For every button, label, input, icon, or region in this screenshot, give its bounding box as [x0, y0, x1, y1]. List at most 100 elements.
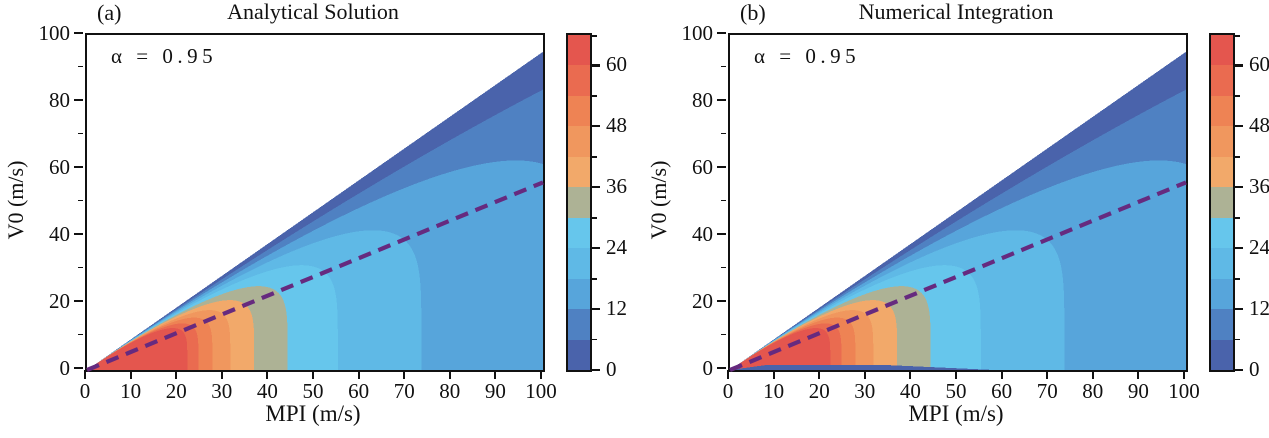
colorbar-tick — [1235, 64, 1243, 67]
colorbar-minor-tick — [1235, 277, 1240, 280]
y-tick — [717, 165, 726, 169]
x-tick-label: 0 — [722, 379, 734, 403]
colorbar-band-24-30 — [1211, 217, 1233, 249]
y-tick — [717, 98, 726, 102]
colorbar-tick-label: 0 — [606, 357, 617, 381]
y-minor-tick — [721, 333, 726, 336]
colorbar-tick-label: 48 — [606, 113, 627, 138]
y-tick-label: 80 — [692, 88, 713, 112]
colorbar-minor-tick — [592, 155, 597, 158]
x-tick-label: 60 — [991, 379, 1013, 403]
colorbar-tick — [1235, 186, 1243, 189]
colorbar-band-30-36 — [1211, 187, 1233, 218]
colorbar: 0 12 24 36 48 60 — [1209, 33, 1269, 381]
colorbar-band-12-18 — [1211, 278, 1233, 310]
contour-canvas — [730, 35, 1186, 370]
contour-canvas — [87, 35, 543, 370]
x-tick-label: 20 — [808, 379, 830, 403]
colorbar-minor-tick — [1235, 95, 1240, 97]
dashed-line-overlay — [729, 180, 1187, 372]
dashed-threshold-line — [729, 180, 1187, 372]
colorbar-band-42-48 — [568, 126, 590, 157]
panel-title-analytical: Analytical Solution — [227, 0, 399, 24]
y-minor-tick — [721, 266, 726, 269]
colorbar-tick-label: 48 — [1249, 113, 1269, 138]
colorbar-band-36-42 — [1211, 156, 1233, 188]
colorbar-band-48-54 — [568, 95, 590, 127]
x-tick-label: 10 — [763, 379, 785, 403]
colorbar-tick — [592, 186, 600, 189]
alpha-annotation: α = 0.95 — [111, 44, 218, 68]
colorbar-tick — [1235, 368, 1243, 372]
colorbar-band-12-18 — [568, 278, 590, 310]
colorbar-band-24-30 — [568, 217, 590, 249]
y-tick-label: 20 — [692, 289, 713, 313]
colorbar-minor-tick — [1235, 338, 1240, 341]
colorbar-tick — [1235, 247, 1243, 250]
x-axis-label: MPI (m/s) — [908, 401, 1004, 426]
colorbar-bands — [568, 35, 590, 370]
colorbar-minor-tick — [592, 216, 597, 219]
colorbar-band-54-60 — [1211, 65, 1233, 96]
y-tick — [717, 232, 726, 236]
x-tick-label: 100 — [1168, 379, 1200, 403]
y-axis-label: V0 (m/s) — [646, 160, 671, 240]
colorbar-band-18-24 — [568, 248, 590, 279]
plot-area: α = 0.95 — [85, 33, 545, 372]
colorbar-minor-tick — [592, 338, 597, 341]
colorbar-band-48-54 — [1211, 95, 1233, 127]
colorbar-tick-label: 36 — [606, 174, 627, 199]
colorbar-tick — [592, 64, 600, 67]
colorbar-bands — [1211, 35, 1233, 370]
colorbar-tick — [1235, 125, 1243, 128]
x-tick-label: 80 — [1082, 379, 1104, 403]
colorbar-tick — [592, 125, 600, 128]
colorbar-minor-tick — [1235, 216, 1240, 219]
y-tick — [717, 31, 726, 35]
colorbar-tick-label: 24 — [606, 235, 627, 260]
colorbar-tick — [592, 307, 600, 311]
colorbar-tick — [1235, 307, 1243, 311]
colorbar-band-60-66 — [568, 35, 590, 66]
x-tick-label: 50 — [945, 379, 967, 403]
panel-label-a: (a) — [97, 0, 122, 25]
y-tick — [717, 299, 726, 303]
colorbar-band-36-42 — [568, 156, 590, 188]
x-tick-label: 30 — [854, 379, 876, 403]
colorbar-minor-tick — [1235, 35, 1240, 37]
colorbar-minor-tick — [592, 277, 597, 280]
y-minor-tick — [721, 65, 726, 68]
panel-label-b: (b) — [740, 0, 766, 25]
colorbar-band-0-6 — [1211, 339, 1233, 370]
colorbar-tick-label: 0 — [1249, 357, 1260, 381]
colorbar-tick — [592, 368, 600, 372]
colorbar-minor-tick — [592, 95, 597, 97]
y-tick — [717, 366, 726, 370]
y-minor-tick — [721, 199, 726, 202]
dashed-threshold-line — [86, 180, 544, 372]
colorbar-band-6-12 — [1211, 309, 1233, 340]
colorbar-tick-label: 12 — [606, 296, 627, 321]
colorbar-tick-label: 24 — [1249, 235, 1269, 260]
x-tick-label: 90 — [1127, 379, 1149, 403]
colorbar-band-54-60 — [568, 65, 590, 96]
plot-area: α = 0.95 — [728, 33, 1188, 372]
colorbar-band-6-12 — [568, 309, 590, 340]
dashed-line-overlay — [86, 180, 544, 372]
colorbar-tick-label: 36 — [1249, 174, 1269, 199]
colorbar-minor-tick — [1235, 155, 1240, 158]
colorbar-minor-tick — [592, 35, 597, 37]
y-tick-label: 0 — [702, 356, 714, 380]
y-tick-label: 100 — [681, 21, 714, 45]
y-minor-tick — [721, 132, 726, 135]
colorbar-tick-label: 60 — [1249, 52, 1269, 77]
x-axis-label: MPI (m/s) — [265, 401, 361, 426]
x-tick-label: 70 — [1036, 379, 1058, 403]
colorbar-band-60-66 — [1211, 35, 1233, 66]
colorbar-band-18-24 — [1211, 248, 1233, 279]
colorbar-tick-label: 60 — [606, 52, 627, 77]
panel-title-numerical: Numerical Integration — [858, 0, 1054, 24]
colorbar-tick — [592, 247, 600, 250]
